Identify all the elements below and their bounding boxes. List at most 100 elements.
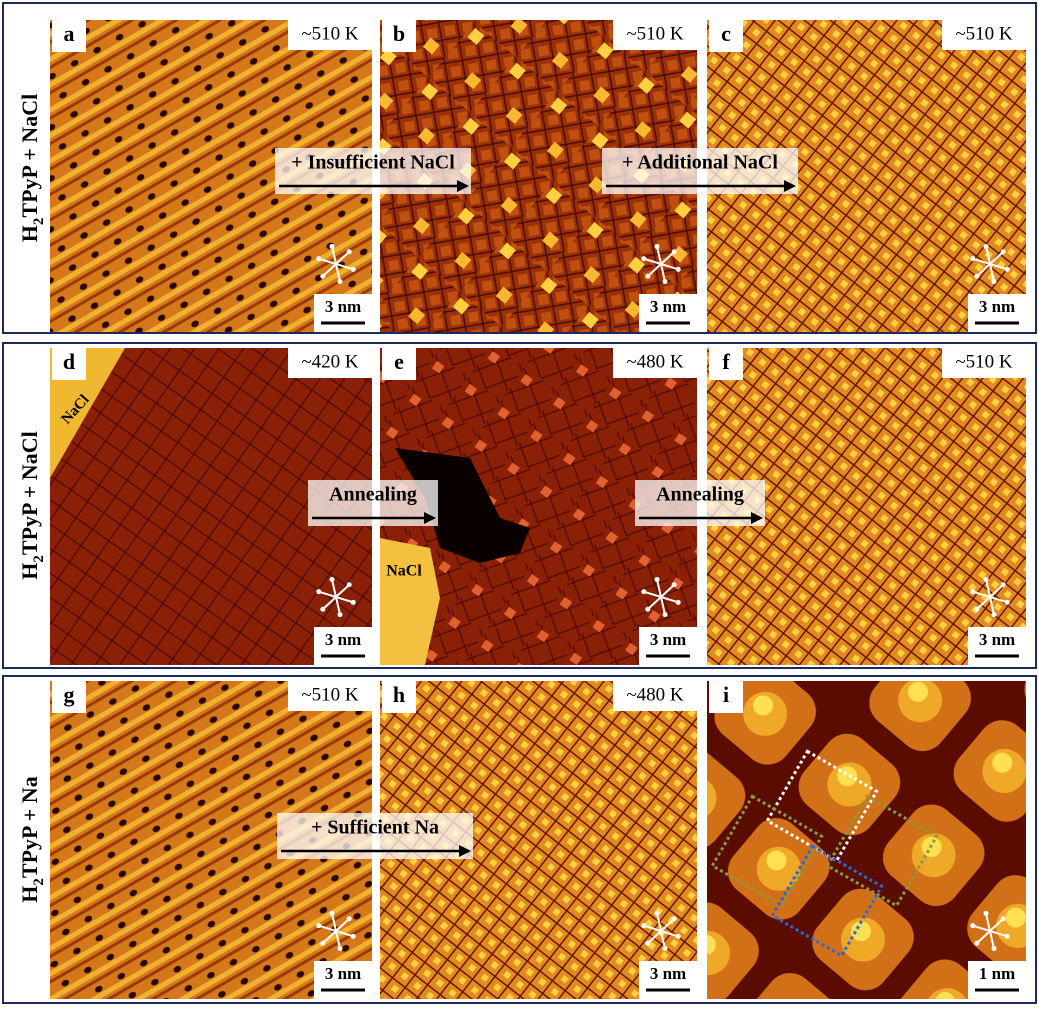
compass-tip (316, 923, 322, 929)
row-label-main: H (17, 886, 42, 903)
scale-bar-box (314, 961, 372, 999)
arrow-head (751, 512, 763, 524)
compass-arrow (976, 584, 1004, 610)
arrow-head (784, 180, 796, 192)
temperature-box (288, 20, 372, 50)
temperature-box (942, 348, 1026, 378)
compass-tip (671, 249, 677, 255)
scale-bar-label: 3 nm (325, 964, 361, 983)
compass-tip (320, 940, 326, 946)
temperature-label: ~510 K (301, 684, 359, 705)
compass-tip (645, 273, 651, 279)
arrow-label: + Insufficient NaCl (291, 152, 455, 174)
temperature-label: ~510 K (626, 23, 684, 44)
compass-tip (1000, 916, 1006, 922)
arrow-label: + Sufficient Na (311, 817, 439, 839)
row-label-rest: TPyP + NaCl (17, 431, 42, 555)
compass-arrow (647, 584, 675, 610)
compass-tip (645, 606, 651, 612)
compass-tip (671, 582, 677, 588)
compass-tip (645, 940, 651, 946)
panel-letter: a (64, 21, 75, 46)
temperature-box (613, 20, 697, 50)
arrow-label: Annealing (329, 484, 417, 506)
compass-tip (654, 910, 660, 916)
row-label-rest: TPyP + Na (17, 776, 42, 878)
letter-box (709, 681, 743, 713)
compass-arrow (976, 918, 1004, 944)
compass-tip (316, 256, 322, 262)
compass-tip (337, 279, 343, 285)
row-label-rest: TPyP + NaCl (17, 94, 42, 218)
scale-bar-label: 3 nm (650, 964, 686, 983)
compass-tip (662, 946, 668, 952)
scale-bar-box (968, 961, 1026, 999)
row-label: H2TPyP + NaCl (17, 94, 47, 242)
panel-letter: e (394, 349, 404, 374)
scale-bar-label: 3 nm (325, 297, 361, 316)
compass-tip (1000, 582, 1006, 588)
compass-tip (1004, 933, 1010, 939)
temperature-box (288, 348, 372, 378)
compass-tip (983, 910, 989, 916)
compass-tip (329, 576, 335, 582)
letter-box (709, 348, 743, 380)
row-label-main: H (17, 563, 42, 580)
compass-tip (662, 612, 668, 618)
stm-image (707, 681, 1026, 999)
scale-bar-box (314, 294, 372, 332)
nacl-island (380, 538, 440, 665)
compass-tip (675, 599, 681, 605)
temperature-label: ~420 K (301, 351, 359, 372)
compass-tip (671, 916, 677, 922)
compass-tip (983, 243, 989, 249)
compass-tip (974, 273, 980, 279)
compass-tip (350, 599, 356, 605)
compass-tip (350, 933, 356, 939)
dotted-square (765, 749, 879, 863)
scale-bar-label: 3 nm (979, 630, 1015, 649)
scale-bar-box (968, 294, 1026, 332)
compass-tip (316, 589, 322, 595)
compass-tip (675, 266, 681, 272)
temperature-box (613, 348, 697, 378)
compass-tip (974, 940, 980, 946)
compass-icon (970, 243, 1010, 285)
scale-bar-box (968, 627, 1026, 665)
temperature-box (288, 681, 372, 711)
compass-tip (654, 576, 660, 582)
letter-box (382, 348, 416, 380)
dotted-square (825, 794, 939, 908)
compass-tip (991, 612, 997, 618)
scale-bar-label: 3 nm (325, 630, 361, 649)
scale-bar-label: 1 nm (979, 964, 1015, 983)
compass-tip (654, 243, 660, 249)
compass-arrow (976, 251, 1004, 277)
compass-arrow (322, 918, 350, 944)
compass-arrow (647, 251, 675, 277)
compass-tip (320, 606, 326, 612)
dotted-square (770, 844, 884, 958)
panel-letter: g (64, 682, 75, 707)
compass-tip (337, 946, 343, 952)
row-frame (2, 342, 1037, 669)
scale-bar-box (639, 294, 697, 332)
temperature-label: ~510 K (955, 351, 1013, 372)
row-label-sub: 2 (31, 878, 47, 886)
scale-bar-box (639, 961, 697, 999)
scale-bar-box (639, 627, 697, 665)
panel-letter: f (722, 349, 730, 374)
compass-tip (974, 606, 980, 612)
letter-box (382, 20, 416, 52)
image-texture (707, 681, 1026, 999)
compass-tip (346, 249, 352, 255)
temperature-box (613, 681, 697, 711)
compass-tip (1004, 599, 1010, 605)
scale-bar-label: 3 nm (650, 630, 686, 649)
compass-icon (316, 576, 356, 618)
scale-bar-box (314, 627, 372, 665)
nacl-island (50, 348, 125, 478)
arrow-head (457, 180, 469, 192)
compass-tip (970, 256, 976, 262)
